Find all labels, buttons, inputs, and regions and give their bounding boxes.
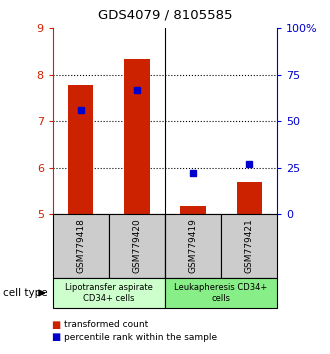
Text: Leukapheresis CD34+
cells: Leukapheresis CD34+ cells — [175, 283, 268, 303]
Text: transformed count: transformed count — [64, 320, 148, 330]
Text: cell type: cell type — [3, 288, 48, 298]
Bar — [181, 206, 206, 214]
Bar — [165, 278, 277, 308]
Bar — [221, 214, 277, 278]
Bar — [109, 214, 165, 278]
Bar — [237, 182, 262, 214]
Text: GSM779418: GSM779418 — [76, 218, 85, 274]
Bar — [124, 58, 149, 214]
Text: GSM779421: GSM779421 — [245, 219, 254, 273]
Bar — [68, 85, 93, 214]
Bar — [53, 278, 165, 308]
Text: GSM779420: GSM779420 — [132, 219, 142, 273]
Bar — [53, 214, 109, 278]
Bar — [165, 214, 221, 278]
Text: GSM779419: GSM779419 — [188, 218, 198, 274]
Text: ■: ■ — [51, 332, 60, 342]
Text: ■: ■ — [51, 320, 60, 330]
Text: GDS4079 / 8105585: GDS4079 / 8105585 — [98, 9, 232, 22]
Text: percentile rank within the sample: percentile rank within the sample — [64, 332, 217, 342]
Text: Lipotransfer aspirate
CD34+ cells: Lipotransfer aspirate CD34+ cells — [65, 283, 153, 303]
